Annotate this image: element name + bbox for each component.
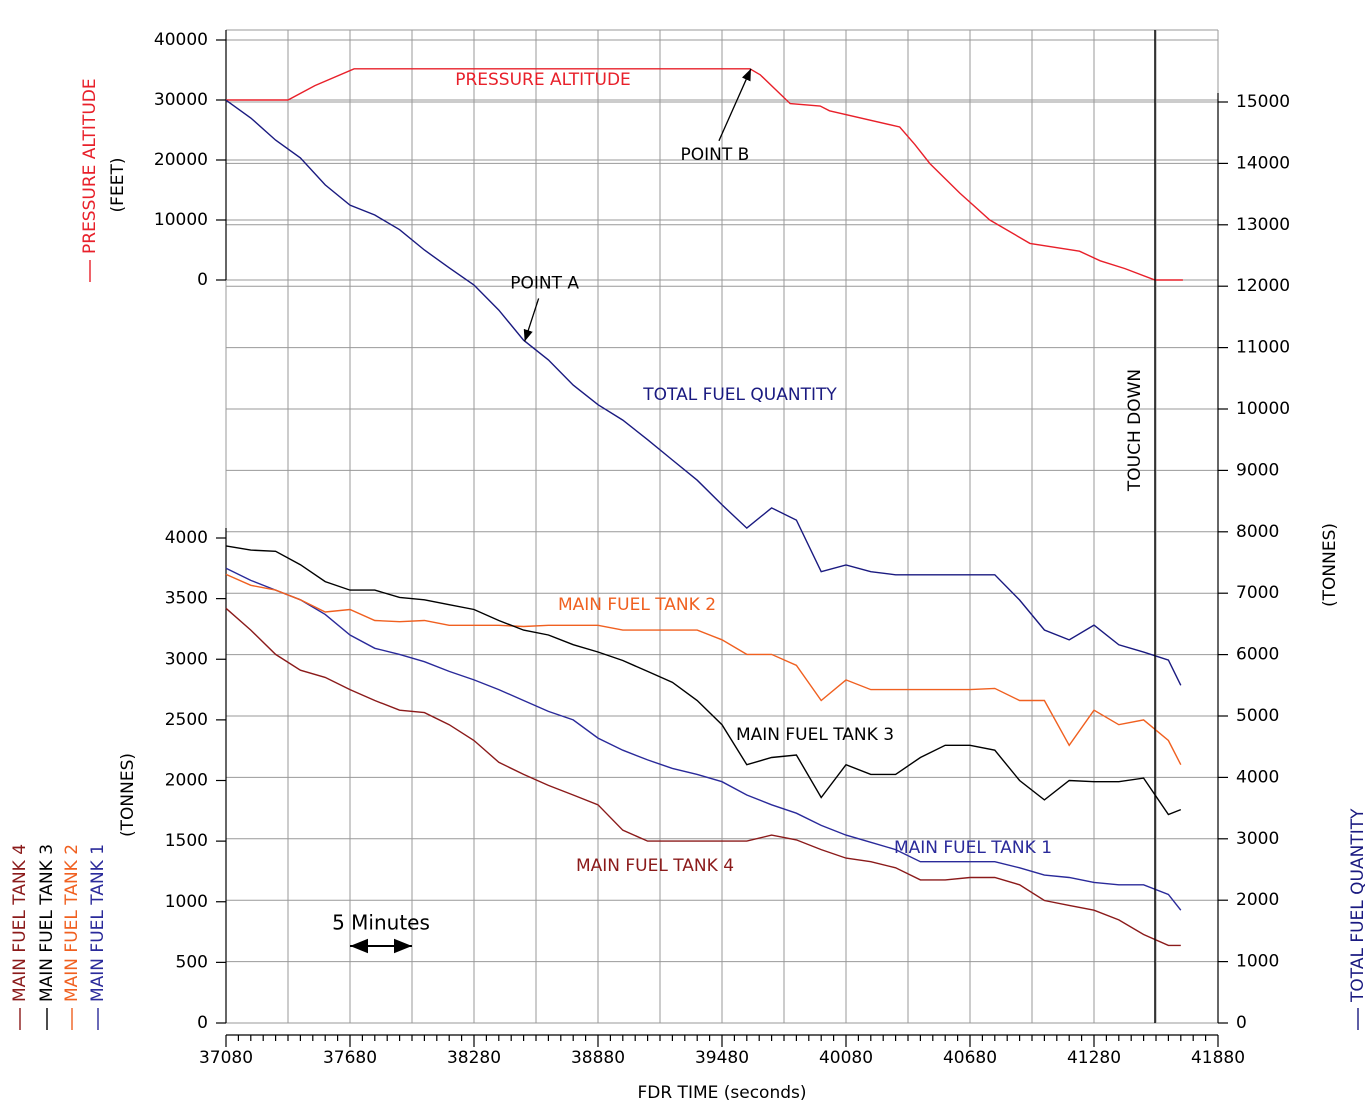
y-tick-label: 1000	[165, 892, 208, 912]
y2-axis-label: (TONNES)	[1320, 523, 1340, 607]
series-line	[225, 545, 1182, 816]
x-tick-label: 41280	[1067, 1048, 1121, 1068]
y-tick-label: 20000	[154, 150, 208, 170]
legend-item: PRESSURE ALTITUDE	[80, 78, 100, 282]
y2-tick-label: 12000	[1236, 276, 1290, 296]
series-label: TOTAL FUEL QUANTITY	[642, 385, 837, 405]
y2-tick-label: 3000	[1236, 829, 1279, 849]
series-label: MAIN FUEL TANK 1	[894, 838, 1052, 858]
x-axis-label: FDR TIME (seconds)	[637, 1083, 806, 1103]
legend-item: MAIN FUEL TANK 4	[10, 844, 30, 1030]
y2-tick-label: 8000	[1236, 522, 1279, 542]
y-axis-label: (FEET)	[108, 158, 128, 213]
annotation-arrow	[523, 298, 540, 342]
series-line	[226, 68, 1183, 281]
annotation-label: POINT B	[681, 145, 750, 165]
y2-tick-label: 14000	[1236, 153, 1290, 173]
y2-tick-label: 6000	[1236, 645, 1279, 665]
legend-label: MAIN FUEL TANK 2	[62, 844, 82, 1002]
x-tick-label: 40680	[943, 1048, 997, 1068]
y-tick-label: 2000	[165, 771, 208, 791]
y-tick-label: 40000	[154, 30, 208, 50]
y-tick-label: 3500	[165, 589, 208, 609]
series-label: MAIN FUEL TANK 2	[558, 595, 716, 615]
legend-item: MAIN FUEL TANK 3	[37, 844, 57, 1030]
x-tick-label: 40080	[819, 1048, 873, 1068]
y-tick-label: 500	[176, 952, 208, 972]
series-label: PRESSURE ALTITUDE	[455, 70, 631, 90]
series-line	[225, 573, 1182, 766]
legend-label: MAIN FUEL TANK 4	[10, 844, 30, 1002]
legend-label: MAIN FUEL TANK 3	[37, 844, 57, 1002]
y2-tick-label: 13000	[1236, 215, 1290, 235]
y-tick-label: 0	[197, 270, 208, 290]
touchdown-label: TOUCH DOWN	[1125, 369, 1145, 492]
y2-tick-label: 7000	[1236, 583, 1279, 603]
scale-bar-label: 5 Minutes	[332, 911, 430, 935]
x-tick-label: 37680	[323, 1048, 377, 1068]
y2-tick-label: 2000	[1236, 890, 1279, 910]
annotation-arrow	[718, 68, 752, 142]
x-tick-label: 37080	[199, 1048, 253, 1068]
legend-label: TOTAL FUEL QUANTITY	[1348, 808, 1367, 1003]
y-tick-label: 3000	[165, 649, 208, 669]
y2-tick-label: 4000	[1236, 767, 1279, 787]
y2-tick-label: 0	[1236, 1013, 1247, 1033]
legend-item: MAIN FUEL TANK 1	[88, 844, 108, 1030]
y-tick-label: 10000	[154, 210, 208, 230]
legend-item: TOTAL FUEL QUANTITY	[1348, 808, 1367, 1030]
y-tick-label: 1500	[165, 831, 208, 851]
legend-label: MAIN FUEL TANK 1	[88, 844, 108, 1002]
series-line	[225, 567, 1182, 911]
y-axis-label: (TONNES)	[118, 753, 138, 837]
y2-tick-label: 1000	[1236, 952, 1279, 972]
y2-tick-label: 11000	[1236, 338, 1290, 358]
y2-tick-label: 5000	[1236, 706, 1279, 726]
series-line	[225, 99, 1182, 686]
x-tick-label: 38280	[447, 1048, 501, 1068]
legend-item: MAIN FUEL TANK 2	[62, 844, 82, 1030]
annotation-label: POINT A	[510, 273, 579, 293]
series-label: MAIN FUEL TANK 4	[576, 856, 734, 876]
y2-tick-label: 10000	[1236, 399, 1290, 419]
y2-tick-label: 9000	[1236, 460, 1279, 480]
y-tick-label: 2500	[165, 710, 208, 730]
x-tick-label: 39480	[695, 1048, 749, 1068]
legend-label: PRESSURE ALTITUDE	[80, 78, 100, 254]
y-tick-label: 30000	[154, 90, 208, 110]
y-tick-label: 4000	[165, 528, 208, 548]
series-line	[225, 607, 1181, 947]
series-label: MAIN FUEL TANK 3	[736, 725, 894, 745]
x-tick-label: 38880	[571, 1048, 625, 1068]
y-tick-label: 0	[197, 1013, 208, 1033]
y2-tick-label: 15000	[1236, 92, 1290, 112]
x-tick-label: 41880	[1191, 1048, 1245, 1068]
